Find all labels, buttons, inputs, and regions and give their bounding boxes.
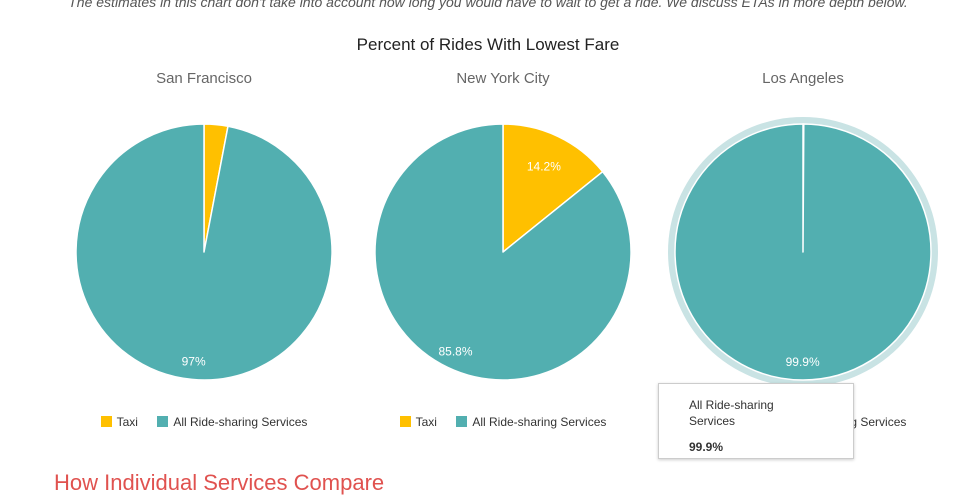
intro-text: The estimates in this chart don't take i… [68, 0, 908, 10]
pie-chart-svg: 99.9% [668, 117, 938, 387]
tooltip-value: 99.9% [689, 440, 724, 454]
legend-label: All Ride-sharing Services [472, 415, 607, 429]
legend-label: Taxi [116, 415, 138, 429]
legend-item-taxi[interactable]: Taxi [399, 415, 437, 429]
pie-data-label: 99.9% [786, 355, 820, 369]
chart-title: Percent of Rides With Lowest Fare [356, 35, 620, 54]
pie-chart-svg: 14.2% 85.8% [374, 123, 632, 381]
legend: Taxi All Ride-sharing Services [54, 415, 354, 429]
legend-swatch-taxi [399, 416, 411, 427]
pie-panel-san-francisco: San Francisco 97% Taxi All Ride-sharing … [54, 70, 354, 440]
legend-swatch-rideshare [456, 416, 468, 427]
pie-title: San Francisco [156, 70, 252, 87]
section-heading: How Individual Services Compare [54, 470, 385, 495]
legend-swatch-taxi [100, 416, 112, 427]
pie-slice-rideshare[interactable] [674, 123, 932, 381]
pie-chart-svg: 97% [75, 123, 333, 381]
legend: Taxi All Ride-sharing Services [353, 415, 653, 429]
pie-title: New York City [456, 70, 550, 87]
pie-data-label: 85.8% [438, 344, 472, 358]
legend-label: Taxi [415, 415, 437, 429]
pie-data-label: 97% [182, 355, 206, 369]
legend-item-rideshare[interactable]: All Ride-sharing Services [157, 415, 307, 429]
legend-swatch-rideshare [157, 416, 169, 427]
pie-panel-new-york-city: New York City 14.2% 85.8% Taxi All Ride-s… [353, 70, 653, 440]
pie-data-label: 14.2% [527, 160, 561, 174]
chart-tooltip: All Ride-sharing Services 99.9% [658, 383, 854, 459]
legend-item-rideshare[interactable]: All Ride-sharing Services [456, 415, 606, 429]
pie-slice-rideshare[interactable] [75, 123, 333, 381]
pie-title: Los Angeles [762, 70, 844, 87]
legend-item-taxi[interactable]: Taxi [100, 415, 138, 429]
pie-slice-taxi[interactable] [502, 123, 604, 253]
legend-label: All Ride-sharing Services [173, 415, 308, 429]
tooltip-series-name: All Ride-sharing Services [689, 398, 774, 428]
pie-slice-rideshare[interactable] [374, 123, 632, 381]
